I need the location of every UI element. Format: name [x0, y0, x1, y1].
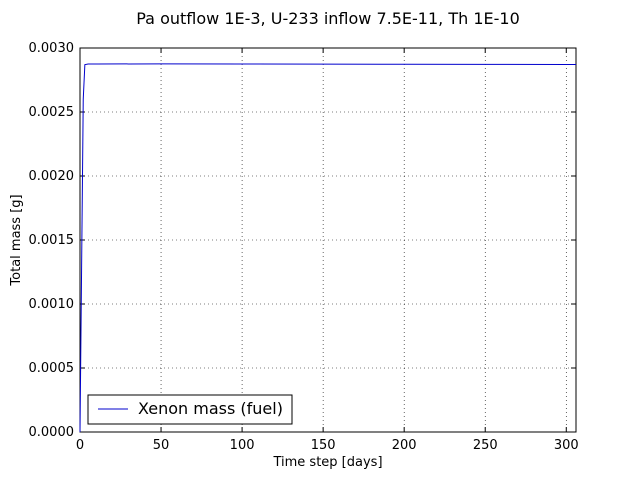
- series-line: [79, 63, 576, 433]
- chart-title: Pa outflow 1E-3, U-233 inflow 7.5E-11, T…: [136, 9, 520, 28]
- axis-ticks: 0 50 100 150 200 250 300 0.0000 0.0005 0.0010 0.00…: [29, 41, 579, 453]
- legend-label: Xenon mass (fuel): [138, 399, 283, 418]
- grid-lines: [80, 48, 576, 432]
- x-tick-label: 150: [311, 438, 336, 453]
- x-tick-label: 0: [76, 438, 84, 453]
- y-tick-label: 0.0010: [29, 297, 75, 312]
- x-tick-label: 200: [392, 438, 417, 453]
- x-tick-label: 50: [153, 438, 170, 453]
- y-tick-label: 0.0000: [29, 425, 75, 440]
- y-tick-label: 0.0015: [29, 233, 75, 248]
- y-tick-label: 0.0020: [29, 169, 75, 184]
- x-tick-label: 250: [473, 438, 498, 453]
- x-tick-label: 100: [230, 438, 255, 453]
- y-tick-label: 0.0030: [29, 41, 75, 56]
- legend: Xenon mass (fuel): [87, 394, 293, 425]
- x-axis-label: Time step [days]: [272, 455, 382, 470]
- x-tick-label: 300: [554, 438, 579, 453]
- series-layer: [79, 63, 576, 433]
- y-axis-label: Total mass [g]: [9, 194, 24, 286]
- y-tick-label: 0.0005: [29, 361, 75, 376]
- y-tick-label: 0.0025: [29, 105, 75, 120]
